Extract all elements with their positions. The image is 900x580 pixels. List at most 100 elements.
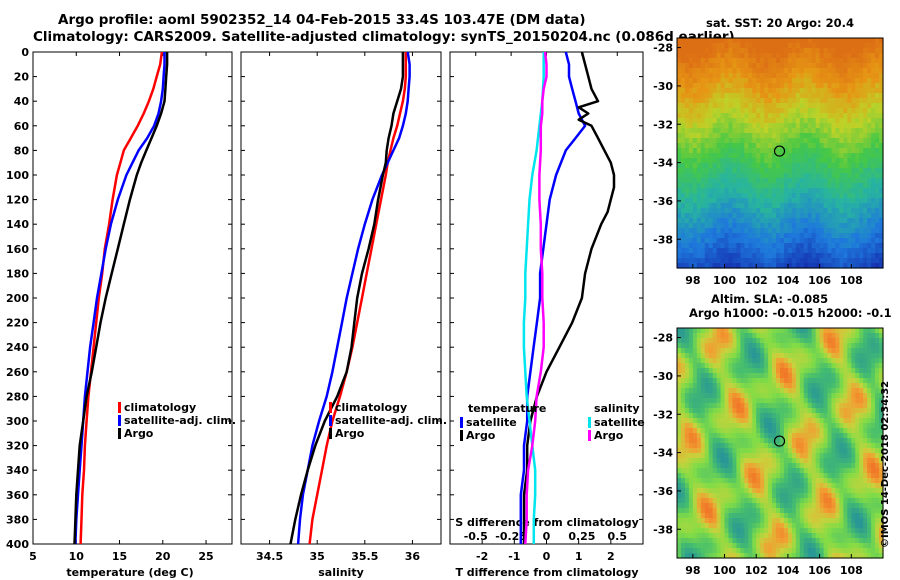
map-cell	[752, 98, 757, 104]
map-cell	[768, 53, 773, 59]
map-cell	[732, 113, 738, 119]
map-cell	[855, 343, 860, 349]
map-cell	[748, 208, 753, 214]
map-cell	[772, 143, 777, 149]
map-cell	[684, 173, 690, 179]
map-cell	[700, 188, 706, 194]
map-cell	[780, 373, 785, 379]
map-cell	[851, 193, 856, 199]
map-x-tick-label: 104	[776, 274, 799, 285]
map-cell	[847, 463, 852, 469]
map-cell	[787, 168, 793, 174]
map-cell	[815, 333, 821, 339]
map-cell	[700, 528, 706, 534]
map-cell	[720, 38, 726, 44]
map-cell	[752, 468, 757, 474]
map-cell	[835, 348, 841, 354]
map-cell	[819, 533, 825, 539]
map-cell	[867, 183, 872, 189]
map-cell	[684, 393, 690, 399]
map-cell	[732, 533, 738, 539]
map-cell	[776, 438, 781, 444]
map-cell	[787, 528, 793, 534]
map-cell	[736, 358, 741, 364]
map-cell	[879, 448, 884, 454]
map-cell	[863, 93, 868, 99]
map-cell	[855, 263, 860, 269]
map-cell	[867, 38, 872, 44]
map-cell	[855, 253, 860, 259]
map-cell	[795, 138, 801, 144]
map-cell	[847, 403, 852, 409]
map-cell	[764, 353, 769, 359]
map-cell	[787, 328, 793, 334]
map-cell	[819, 463, 825, 469]
map-cell	[831, 368, 837, 374]
map-cell	[724, 338, 730, 344]
map-cell	[815, 178, 821, 184]
map-cell	[768, 263, 773, 269]
map-cell	[756, 83, 761, 89]
map-cell	[680, 523, 686, 529]
map-cell	[799, 478, 805, 484]
map-cell	[760, 103, 765, 109]
map-cell	[787, 238, 793, 244]
map-cell	[740, 148, 745, 154]
map-cell	[680, 378, 686, 384]
map-cell	[827, 123, 833, 129]
map-cell	[879, 263, 884, 269]
map-cell	[732, 468, 738, 474]
map-cell	[879, 63, 884, 69]
map-cell	[776, 358, 781, 364]
map-cell	[847, 128, 852, 134]
map-cell	[708, 143, 714, 149]
map-cell	[879, 148, 884, 154]
map-cell	[807, 88, 813, 94]
map-cell	[744, 263, 749, 269]
map-cell	[831, 433, 837, 439]
map-cell	[867, 238, 872, 244]
map-cell	[780, 403, 785, 409]
map-cell	[677, 403, 682, 409]
map-cell	[879, 423, 884, 429]
map-cell	[684, 263, 690, 269]
map-cell	[704, 188, 710, 194]
map-cell	[843, 408, 848, 414]
map-cell	[855, 393, 860, 399]
map-cell	[843, 433, 848, 439]
map-cell	[879, 463, 884, 469]
map-cell	[704, 83, 710, 89]
map-cell	[819, 98, 825, 104]
map-cell	[704, 333, 710, 339]
map-cell	[835, 498, 841, 504]
map-cell	[684, 343, 690, 349]
map-cell	[756, 513, 761, 519]
map-cell	[764, 388, 769, 394]
map-cell	[712, 133, 718, 139]
map-cell	[716, 438, 722, 444]
map-cell	[696, 488, 702, 494]
map-cell	[839, 188, 844, 194]
map-cell	[768, 368, 773, 374]
map-cell	[724, 348, 730, 354]
map-cell	[688, 138, 694, 144]
map-cell	[871, 333, 876, 339]
map-cell	[760, 63, 765, 69]
map-cell	[724, 148, 730, 154]
map-cell	[863, 348, 868, 354]
map-cell	[772, 38, 777, 44]
map-cell	[871, 78, 876, 84]
map-cell	[768, 328, 773, 334]
map-cell	[855, 223, 860, 229]
map-cell	[692, 513, 698, 519]
map-cell	[772, 198, 777, 204]
map-cell	[772, 133, 777, 139]
map-cell	[704, 248, 710, 254]
map-cell	[783, 503, 789, 509]
map-cell	[879, 113, 884, 119]
map-cell	[696, 403, 702, 409]
map-cell	[859, 213, 864, 219]
map-cell	[740, 408, 745, 414]
map-cell	[724, 523, 730, 529]
map-x-tick-label: 100	[713, 274, 736, 285]
